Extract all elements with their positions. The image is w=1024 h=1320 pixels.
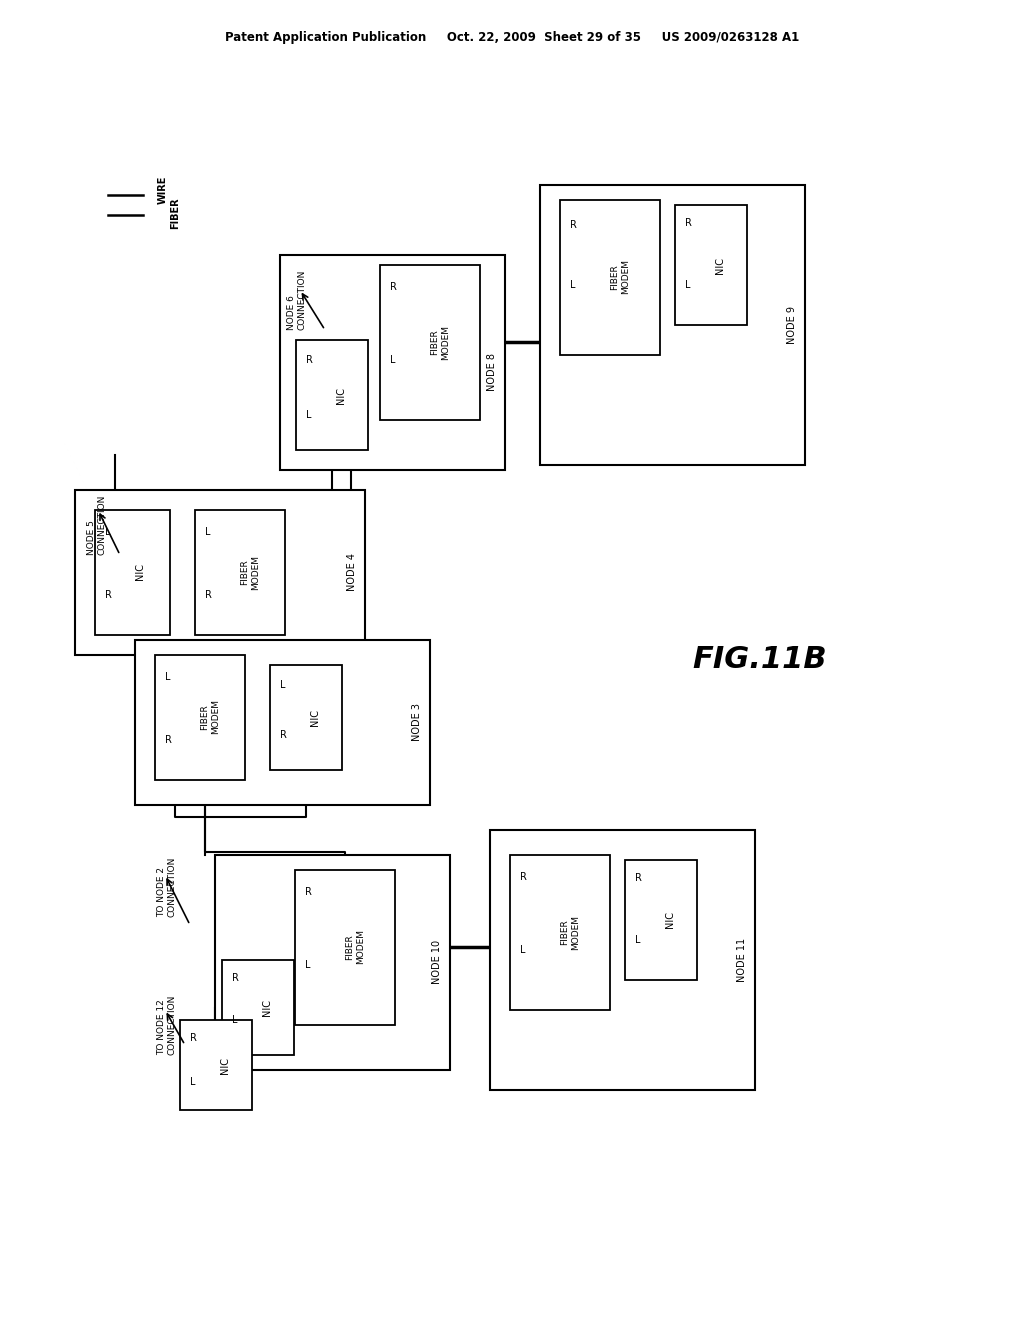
Text: TO NODE 12
CONNECTION: TO NODE 12 CONNECTION bbox=[157, 995, 176, 1056]
Text: R: R bbox=[104, 590, 112, 601]
Text: FIBER
MODEM: FIBER MODEM bbox=[201, 700, 220, 734]
Text: FIG.11B: FIG.11B bbox=[692, 645, 827, 675]
Text: FIBER
MODEM: FIBER MODEM bbox=[430, 325, 450, 359]
Text: NIC: NIC bbox=[336, 387, 346, 404]
Bar bbox=[135, 640, 430, 805]
Bar bbox=[295, 870, 395, 1026]
Text: R: R bbox=[205, 590, 211, 601]
Bar bbox=[222, 960, 294, 1055]
Text: NIC: NIC bbox=[135, 564, 145, 581]
Text: L: L bbox=[635, 935, 641, 945]
Text: R: R bbox=[304, 887, 311, 898]
Text: FIBER: FIBER bbox=[170, 197, 180, 228]
Bar bbox=[296, 341, 368, 450]
Text: R: R bbox=[685, 218, 691, 228]
Text: TO NODE 2
CONNECTION: TO NODE 2 CONNECTION bbox=[157, 857, 176, 917]
Text: L: L bbox=[205, 527, 211, 537]
Text: NODE 10: NODE 10 bbox=[432, 940, 442, 985]
Text: R: R bbox=[280, 730, 287, 741]
Bar bbox=[540, 185, 805, 465]
Text: NODE 4: NODE 4 bbox=[347, 553, 357, 591]
Text: R: R bbox=[569, 220, 577, 230]
Text: NIC: NIC bbox=[665, 912, 675, 928]
Text: R: R bbox=[389, 282, 396, 292]
Text: L: L bbox=[685, 280, 691, 290]
Text: R: R bbox=[305, 355, 312, 366]
Text: L: L bbox=[306, 411, 311, 420]
Text: L: L bbox=[165, 672, 171, 682]
Bar bbox=[270, 665, 342, 770]
Text: NODE 3: NODE 3 bbox=[412, 704, 422, 741]
Bar bbox=[380, 265, 480, 420]
Text: L: L bbox=[190, 1077, 196, 1086]
Text: L: L bbox=[105, 527, 111, 537]
Bar bbox=[625, 861, 697, 979]
Text: L: L bbox=[570, 280, 575, 290]
Text: NIC: NIC bbox=[310, 709, 319, 726]
Text: NODE 6
CONNECTION: NODE 6 CONNECTION bbox=[287, 271, 306, 330]
Text: NODE 9: NODE 9 bbox=[787, 306, 797, 345]
Bar bbox=[510, 855, 610, 1010]
Text: WIRE: WIRE bbox=[158, 176, 168, 205]
Bar bbox=[195, 510, 285, 635]
Bar bbox=[95, 510, 170, 635]
Text: FIBER
MODEM: FIBER MODEM bbox=[560, 915, 580, 949]
Bar bbox=[215, 855, 450, 1071]
Bar bbox=[490, 830, 755, 1090]
Text: R: R bbox=[635, 873, 641, 883]
Text: R: R bbox=[519, 873, 526, 882]
Text: NIC: NIC bbox=[220, 1056, 230, 1073]
Text: L: L bbox=[390, 355, 395, 366]
Bar bbox=[675, 205, 746, 325]
Bar bbox=[75, 490, 365, 655]
Text: NODE 8: NODE 8 bbox=[487, 352, 497, 391]
Text: NODE 5
CONNECTION: NODE 5 CONNECTION bbox=[87, 495, 106, 556]
Text: R: R bbox=[231, 973, 239, 983]
Text: L: L bbox=[305, 960, 310, 970]
Text: R: R bbox=[189, 1034, 197, 1043]
Text: Patent Application Publication     Oct. 22, 2009  Sheet 29 of 35     US 2009/026: Patent Application Publication Oct. 22, … bbox=[225, 32, 799, 45]
Text: FIBER
MODEM: FIBER MODEM bbox=[610, 260, 630, 294]
Text: NIC: NIC bbox=[715, 256, 725, 273]
Text: FIBER
MODEM: FIBER MODEM bbox=[345, 929, 365, 965]
Text: L: L bbox=[520, 945, 525, 954]
Text: NIC: NIC bbox=[262, 998, 272, 1015]
Bar bbox=[155, 655, 245, 780]
Text: FIBER
MODEM: FIBER MODEM bbox=[241, 554, 260, 590]
Text: L: L bbox=[281, 680, 286, 690]
Bar bbox=[280, 255, 505, 470]
Bar bbox=[560, 201, 660, 355]
Text: L: L bbox=[232, 1015, 238, 1026]
Text: R: R bbox=[165, 735, 171, 744]
Text: NODE 11: NODE 11 bbox=[737, 939, 746, 982]
Bar bbox=[180, 1020, 252, 1110]
